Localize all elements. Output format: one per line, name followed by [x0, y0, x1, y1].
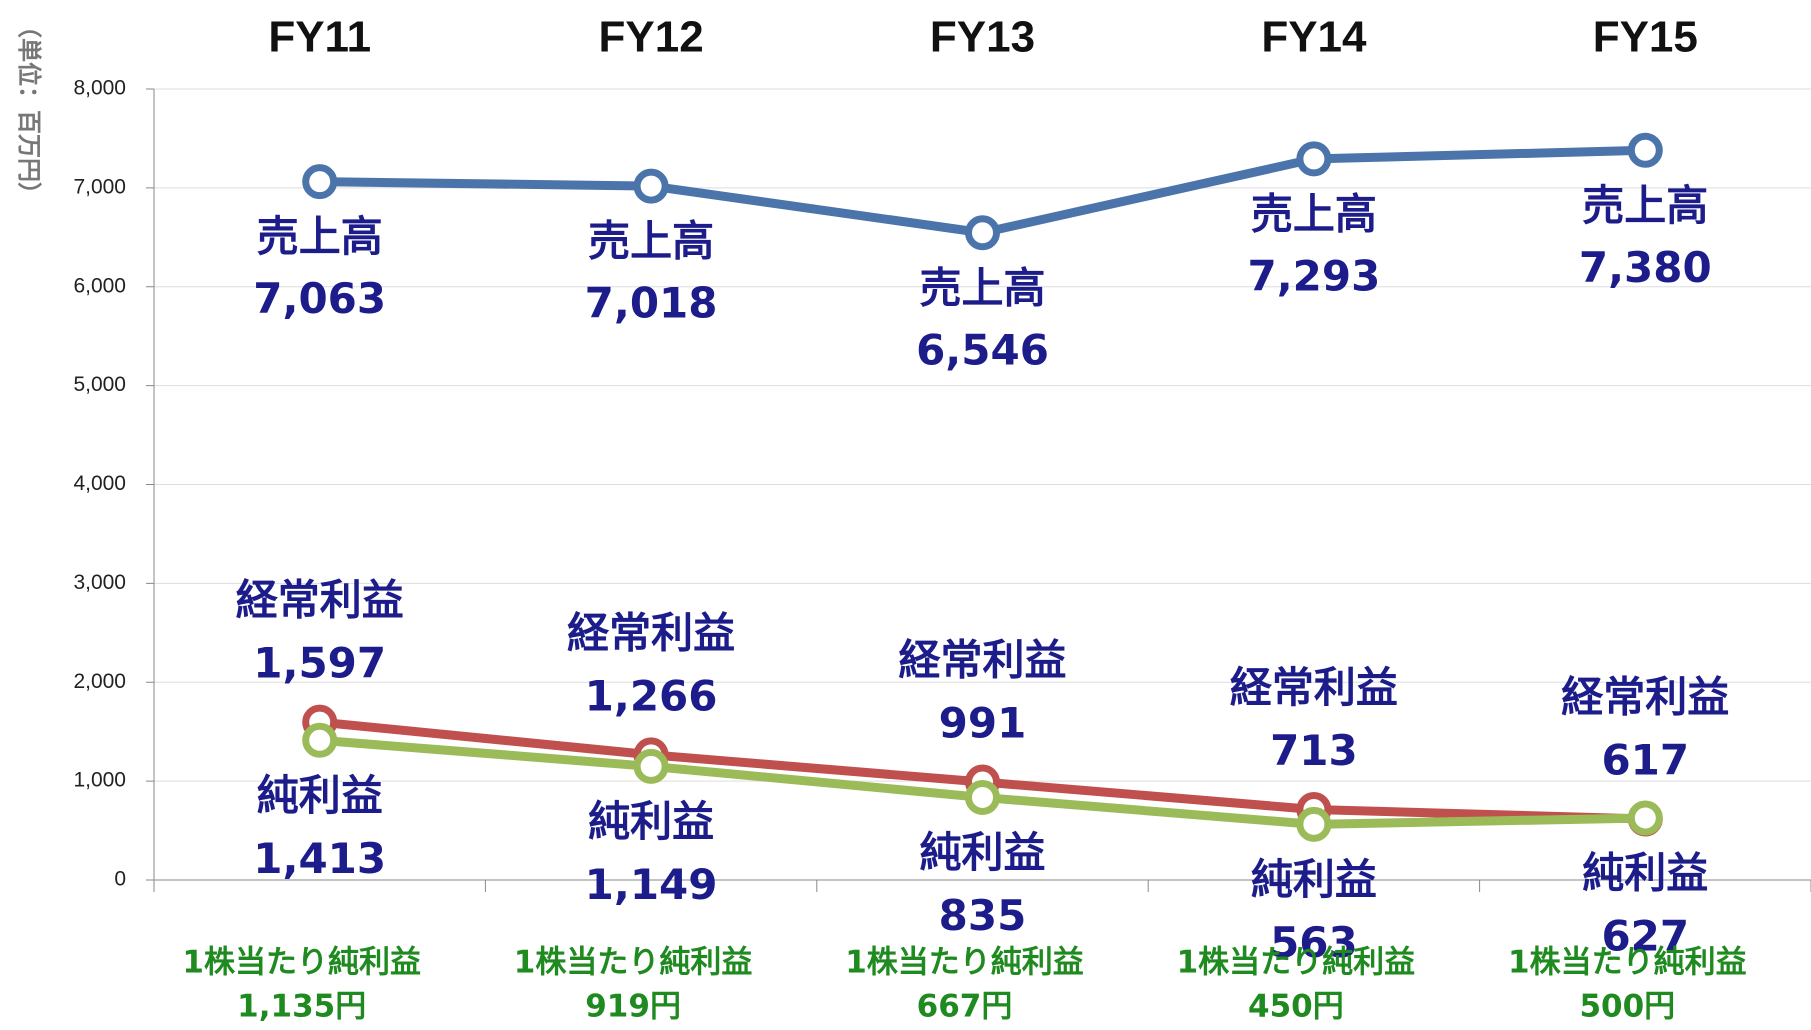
data-label: 6,546 [916, 325, 1049, 374]
data-label-name: 経常利益 [1561, 672, 1729, 721]
data-label: 617 [1601, 735, 1689, 784]
data-label-name: 経常利益 [1230, 663, 1398, 712]
y-tick-label: 5,000 [73, 373, 126, 396]
eps-value: 667円 [917, 989, 1013, 1025]
point [1627, 132, 1663, 168]
eps-label: 1株当たり純利益 [845, 945, 1084, 981]
data-label-name: 経常利益 [898, 636, 1066, 685]
category-label: FY14 [1261, 13, 1367, 62]
data-label: 991 [939, 699, 1027, 748]
data-label-name: 売上高 [588, 217, 714, 266]
data-label-name: 売上高 [919, 263, 1045, 312]
y-tick-label: 0 [114, 868, 126, 891]
data-label-name: 純利益 [1251, 855, 1377, 904]
data-label: 7,293 [1247, 251, 1380, 300]
point [965, 215, 1000, 251]
y-tick-label: 3,000 [73, 571, 126, 594]
point [302, 722, 338, 758]
y-tick-label: 1,000 [73, 769, 126, 792]
eps-value: 919円 [585, 989, 681, 1025]
category-label: FY12 [599, 13, 704, 62]
category-label: FY13 [930, 13, 1035, 62]
y-tick-label: 7,000 [73, 175, 126, 198]
data-label-name: 経常利益 [567, 608, 735, 657]
data-label: 1,149 [585, 860, 718, 909]
eps-label: 1株当たり純利益 [514, 945, 753, 981]
point [302, 164, 338, 200]
data-label: 835 [939, 891, 1027, 940]
data-label: 627 [1601, 912, 1689, 961]
point [633, 168, 669, 204]
y-tick-label: 6,000 [73, 274, 126, 297]
data-label: 713 [1270, 726, 1358, 775]
data-label-name: 純利益 [919, 828, 1045, 877]
point [633, 748, 669, 784]
point [1296, 141, 1332, 177]
data-label: 1,597 [253, 639, 386, 688]
eps-value: 1,135円 [237, 989, 366, 1025]
data-label-name: 純利益 [257, 771, 383, 820]
data-label-name: 経常利益 [236, 576, 404, 625]
data-label-name: 純利益 [588, 797, 714, 846]
data-label: 7,380 [1579, 243, 1712, 292]
point [1627, 800, 1663, 836]
eps-label: 1株当たり純利益 [1508, 945, 1747, 981]
point [1296, 806, 1332, 842]
eps-label: 1株当たり純利益 [1177, 945, 1416, 981]
category-label: FY15 [1593, 13, 1698, 62]
data-label: 1,266 [585, 671, 718, 720]
data-label: 7,063 [253, 274, 386, 323]
y-tick-label: 2,000 [73, 670, 126, 693]
data-label-name: 売上高 [1582, 181, 1708, 230]
data-label-name: 純利益 [1582, 849, 1708, 898]
eps-label: 1株当たり純利益 [182, 945, 421, 981]
data-label: 1,413 [253, 834, 386, 883]
eps-value: 450円 [1248, 989, 1344, 1025]
data-label-name: 売上高 [1251, 189, 1377, 238]
y-tick-label: 4,000 [73, 472, 126, 495]
data-label-name: 売上高 [257, 212, 383, 261]
data-label: 563 [1270, 918, 1358, 967]
data-label: 7,018 [585, 279, 718, 328]
eps-value: 500円 [1579, 989, 1675, 1025]
y-axis-label: （単位：百万円） [15, 14, 43, 206]
point [965, 779, 1000, 815]
category-label: FY11 [268, 13, 371, 62]
y-tick-label: 8,000 [73, 77, 126, 100]
